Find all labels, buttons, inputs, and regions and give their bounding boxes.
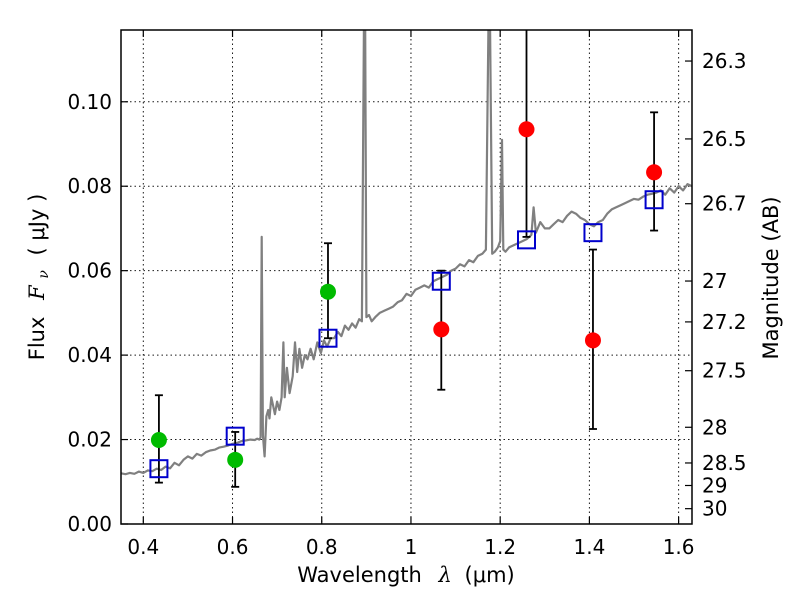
model-square-marker <box>516 230 536 250</box>
right-axis-tick-label: 30 <box>702 497 727 521</box>
x-axis-symbol: λ <box>438 563 452 587</box>
y-axis-symbol: F <box>25 284 49 301</box>
points-layer <box>149 121 664 479</box>
axes: 0.4 0.6 0.8 1 1.2 1.4 1.6 0.00 0.02 0.04 0.06 0.08 0… <box>67 30 747 559</box>
errorbar-layer <box>154 30 659 488</box>
right-axis-tick-label: 28.5 <box>702 451 747 475</box>
y-axis-unit: ( μJy ) <box>25 194 49 256</box>
model-square-marker <box>583 223 603 243</box>
y-tick-label: 0.04 <box>67 343 112 367</box>
y-tick-label: 0.00 <box>67 512 112 536</box>
model-square-marker <box>644 190 664 210</box>
x-tick-label: 1 <box>405 535 418 559</box>
model-square-marker <box>149 459 169 479</box>
x-tick-label: 1.4 <box>573 535 605 559</box>
red-point-marker <box>584 332 601 349</box>
x-tick-label: 1.2 <box>484 535 516 559</box>
right-axis-tick-label: 26.3 <box>702 49 747 73</box>
y-tick-label: 0.10 <box>67 90 112 114</box>
x-tick-label: 1.6 <box>663 535 695 559</box>
right-axis-tick-label: 27.5 <box>702 359 747 383</box>
y-tick-label: 0.06 <box>67 259 112 283</box>
green-point-marker <box>319 283 336 300</box>
grid <box>121 30 692 525</box>
x-tick-label: 0.6 <box>217 535 249 559</box>
model-square-marker <box>431 271 451 291</box>
model-square-marker <box>318 328 338 348</box>
right-axis-tick-label: 29 <box>702 473 727 497</box>
y-tick-label: 0.08 <box>67 174 112 198</box>
y-tick-label: 0.02 <box>67 428 112 452</box>
green-point-marker <box>227 451 244 468</box>
green-point-marker <box>150 431 167 448</box>
x-axis-title-prefix: Wavelength <box>297 563 422 587</box>
right-axis-title: Magnitude (AB) <box>759 196 783 359</box>
x-axis-title: Wavelength λ (μm) <box>297 563 514 587</box>
x-axis-unit: (μm) <box>465 563 515 587</box>
y-axis-subscript: ν <box>36 270 52 279</box>
model-spectrum-line <box>121 30 692 476</box>
spectrum-layer <box>121 30 692 476</box>
red-point-marker <box>518 121 535 138</box>
right-axis-tick-label: 26.5 <box>702 127 747 151</box>
y-axis-title: Flux F ν ( μJy ) <box>25 194 53 361</box>
right-axis-tick-label: 27 <box>702 269 727 293</box>
plot-frame <box>120 29 693 525</box>
x-tick-label: 0.4 <box>127 535 159 559</box>
y-axis-title-prefix: Flux <box>25 317 49 361</box>
right-axis-tick-label: 27.2 <box>702 310 747 334</box>
x-tick-label: 0.8 <box>306 535 338 559</box>
right-axis-tick-label: 28 <box>702 415 727 439</box>
right-axis-tick-label: 26.7 <box>702 192 747 216</box>
model-square-marker <box>225 426 245 446</box>
red-point-marker <box>646 164 663 181</box>
red-point-marker <box>433 321 450 338</box>
